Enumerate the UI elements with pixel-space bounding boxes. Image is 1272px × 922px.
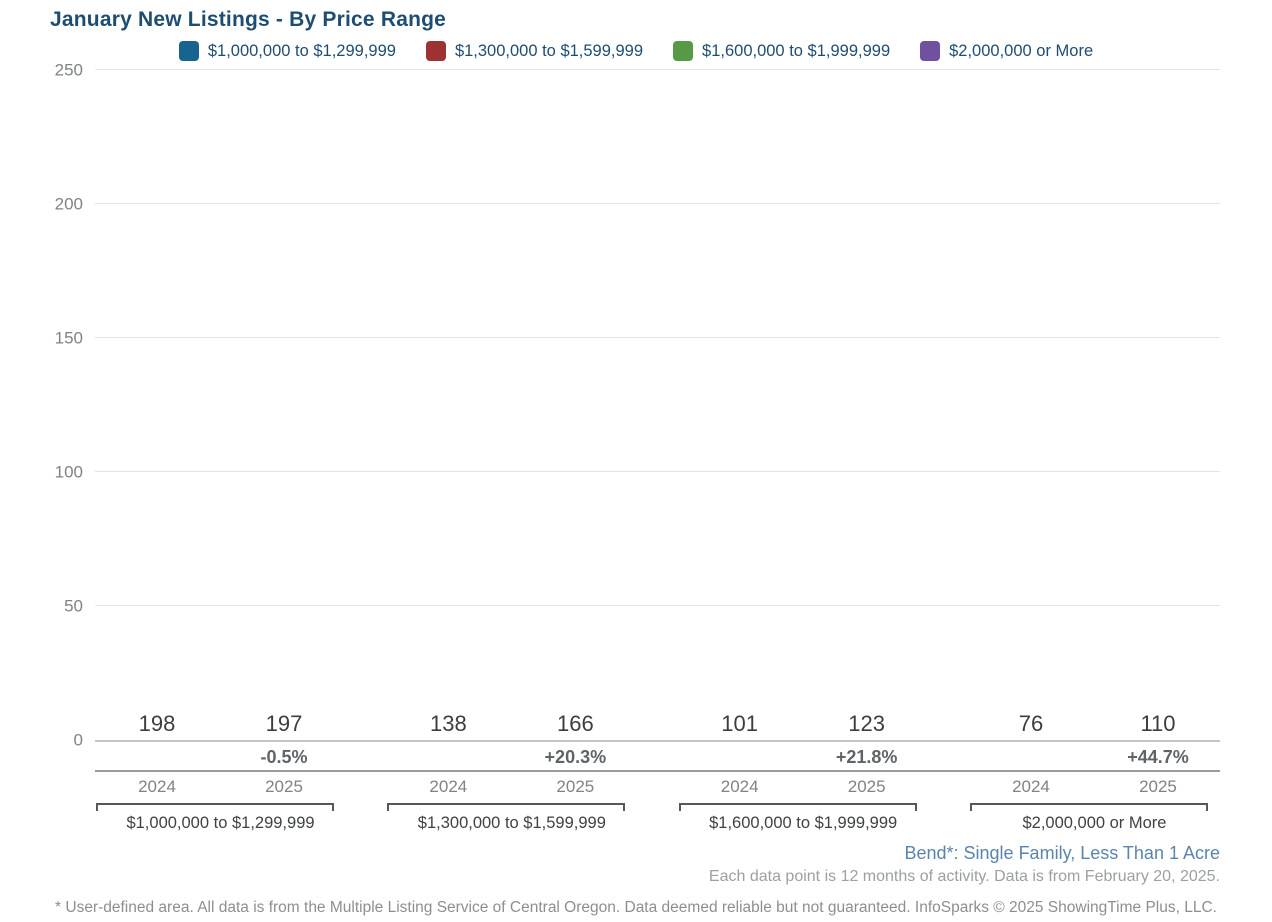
percent-change-label: -0.5% (260, 747, 308, 767)
year-label: 2024 (429, 777, 468, 796)
year-col-3: 2024 2025 (981, 777, 1208, 799)
bar-group-3: 76 110 (980, 711, 1208, 740)
percent-change-row: -0.5% +20.3% +21.8% +44.7% (95, 744, 1220, 768)
y-axis-tick-200: 200 (54, 194, 83, 214)
gridline-250 (95, 69, 1220, 70)
legend: $1,000,000 to $1,299,999 $1,300,000 to $1… (0, 39, 1272, 63)
percent-col-1: +20.3% (398, 744, 625, 768)
bracket-col-1 (387, 803, 626, 812)
bar-value-label: 198 (107, 711, 207, 737)
bar-value-label: 123 (816, 711, 917, 737)
y-axis-tick-250: 250 (54, 60, 83, 80)
year-label: 2024 (720, 777, 759, 796)
legend-swatch-icon (673, 41, 694, 61)
bar-group-0: 198 197 (107, 711, 334, 740)
y-axis-tick-0: 0 (73, 730, 83, 750)
percent-change-label: +21.8% (835, 747, 898, 767)
year-label: 2024 (1012, 777, 1050, 796)
page-title: January New Listings - By Price Range (50, 8, 447, 31)
year-col-0: 2024 2025 (107, 777, 334, 799)
bracket-col-0 (96, 803, 334, 812)
legend-item-label: $1,000,000 to $1,299,999 (207, 41, 396, 60)
group-label-col-3: $2,000,000 or More (981, 814, 1208, 836)
bar-groups: 198 197 138 166 101 123 76 110 (95, 70, 1220, 740)
legend-item-label: $1,300,000 to $1,599,999 (454, 41, 644, 60)
bar-value-label: 138 (398, 711, 499, 737)
legend-swatch-icon (920, 41, 941, 61)
bar-value-label: 110 (1107, 711, 1208, 737)
legend-item-3[interactable]: $2,000,000 or More (920, 41, 1093, 61)
gridline-100 (95, 471, 1220, 472)
group-labels-row: $1,000,000 to $1,299,999 $1,300,000 to $1… (95, 814, 1220, 836)
percent-col-0: -0.5% (107, 744, 334, 768)
price-range-label: $1,000,000 to $1,299,999 (126, 814, 315, 832)
percent-change-label: +20.3% (544, 747, 607, 767)
legend-item-0[interactable]: $1,000,000 to $1,299,999 (178, 41, 396, 61)
percent-col-2: +21.8% (690, 744, 917, 768)
group-bracket (969, 803, 1208, 811)
bar-column-2025: 197 (234, 711, 334, 740)
y-axis-tick-150: 150 (54, 328, 83, 348)
bar-column-2024: 198 (107, 711, 207, 740)
year-col-1: 2024 2025 (398, 777, 625, 799)
gridline-150 (95, 337, 1220, 338)
bar-column-2024: 101 (689, 711, 790, 740)
year-label: 2024 (138, 777, 176, 796)
group-label-col-1: $1,300,000 to $1,599,999 (398, 814, 625, 836)
legend-item-label: $1,600,000 to $1,999,999 (702, 41, 891, 60)
year-col-2: 2024 2025 (690, 777, 917, 799)
price-range-label: $2,000,000 or More (1022, 814, 1167, 832)
plot-area: 198 197 138 166 101 123 76 110 0 50 100 150 200 250 (55, 61, 1220, 750)
bar-value-label: 166 (525, 711, 626, 737)
group-label-col-0: $1,000,000 to $1,299,999 (107, 814, 334, 836)
bar-column-2025: 166 (525, 711, 626, 740)
group-bracket (96, 803, 334, 811)
bracket-col-3 (969, 803, 1208, 812)
disclaimer: * User-defined area. All data is from th… (55, 899, 1217, 916)
percent-col-3: +44.7% (981, 744, 1208, 768)
bar-value-label: 197 (234, 711, 334, 737)
y-axis-tick-100: 100 (54, 462, 83, 482)
year-label: 2025 (1139, 777, 1177, 796)
year-label: 2025 (556, 777, 595, 796)
year-labels-row: 2024 2025 2024 2025 2024 2025 2024 2025 (95, 777, 1220, 799)
area-descriptor: Bend*: Single Family, Less Than 1 Acre (904, 843, 1220, 863)
year-label: 2025 (265, 777, 303, 796)
axis-divider-line (95, 770, 1220, 772)
bar-column-2024: 138 (398, 711, 499, 740)
legend-item-label: $2,000,000 or More (949, 41, 1094, 60)
group-bracket (678, 803, 917, 811)
legend-item-1[interactable]: $1,300,000 to $1,599,999 (425, 41, 644, 61)
legend-swatch-icon (425, 41, 446, 61)
group-label-col-2: $1,600,000 to $1,999,999 (690, 814, 917, 836)
percent-change-label: +44.7% (1127, 747, 1189, 767)
year-label: 2025 (847, 777, 886, 796)
price-range-label: $1,600,000 to $1,999,999 (709, 814, 898, 832)
gridline-50 (95, 605, 1220, 606)
bar-value-label: 101 (689, 711, 790, 737)
bar-value-label: 76 (980, 711, 1081, 737)
bar-group-2: 101 123 (689, 711, 917, 740)
group-bracket (387, 803, 626, 811)
bar-column-2024: 76 (980, 711, 1081, 740)
bar-column-2025: 123 (816, 711, 917, 740)
bar-group-1: 138 166 (398, 711, 626, 740)
data-note: Each data point is 12 months of activity… (708, 868, 1220, 885)
group-brackets-row (95, 803, 1220, 812)
price-range-label: $1,300,000 to $1,599,999 (417, 814, 606, 832)
bar-column-2025: 110 (1107, 711, 1208, 740)
legend-item-2[interactable]: $1,600,000 to $1,999,999 (673, 41, 890, 61)
y-axis-tick-50: 50 (64, 596, 83, 616)
legend-swatch-icon (178, 41, 199, 61)
chart: 198 197 138 166 101 123 76 110 0 50 100 150 200 250 … (55, 61, 1220, 836)
bracket-col-2 (678, 803, 917, 812)
gridline-200 (95, 203, 1220, 204)
